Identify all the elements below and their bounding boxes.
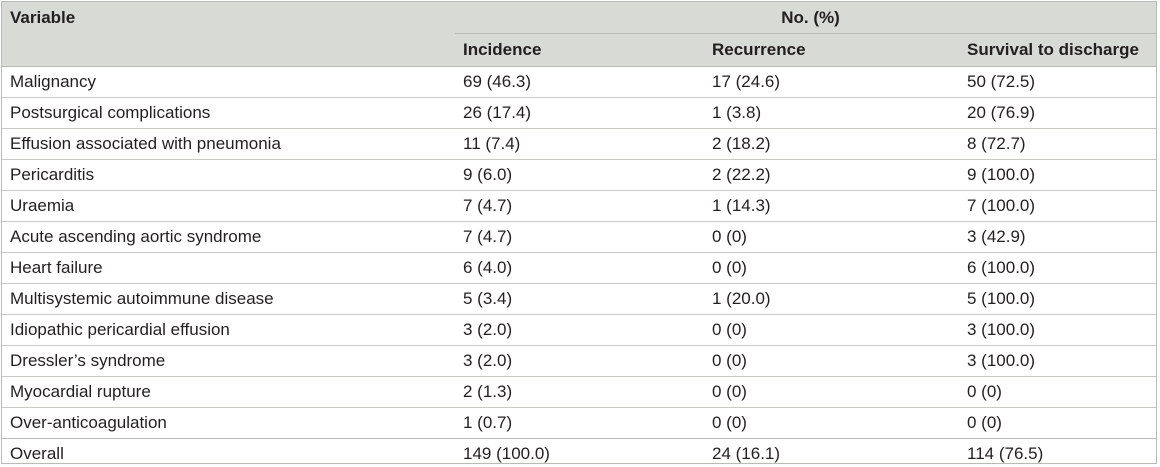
table-row: Pericarditis 9 (6.0) 2 (22.2) 9 (100.0): [2, 159, 1156, 191]
cell-recurrence: 0 (0): [704, 407, 959, 439]
cell-recurrence: 0 (0): [704, 314, 959, 346]
cell-survival: 20 (76.9): [959, 97, 1156, 129]
cell-variable: Over-anticoagulation: [2, 407, 455, 439]
cell-incidence: 9 (6.0): [455, 159, 704, 191]
cell-incidence: 7 (4.7): [455, 190, 704, 222]
table-row: Effusion associated with pneumonia 11 (7…: [2, 128, 1156, 160]
cell-recurrence: 0 (0): [704, 345, 959, 377]
cell-survival: 3 (42.9): [959, 221, 1156, 253]
table-row: Multisystemic autoimmune disease 5 (3.4)…: [2, 283, 1156, 315]
cell-variable: Heart failure: [2, 252, 455, 284]
table-row: Idiopathic pericardial effusion 3 (2.0) …: [2, 314, 1156, 346]
cell-variable: Postsurgical complications: [2, 97, 455, 129]
cell-variable: Overall: [2, 438, 455, 463]
cell-recurrence: 0 (0): [704, 252, 959, 284]
cell-incidence: 1 (0.7): [455, 407, 704, 439]
cell-incidence: 149 (100.0): [455, 438, 704, 463]
table-row: Acute ascending aortic syndrome 7 (4.7) …: [2, 221, 1156, 253]
table-row: Postsurgical complications 26 (17.4) 1 (…: [2, 97, 1156, 129]
table-row-overall: Overall 149 (100.0) 24 (16.1) 114 (76.5): [2, 438, 1156, 463]
cell-variable: Dressler’s syndrome: [2, 345, 455, 377]
cell-variable: Multisystemic autoimmune disease: [2, 283, 455, 315]
cell-incidence: 3 (2.0): [455, 314, 704, 346]
cell-incidence: 6 (4.0): [455, 252, 704, 284]
column-header-incidence: Incidence: [455, 33, 704, 67]
cell-incidence: 3 (2.0): [455, 345, 704, 377]
cell-incidence: 11 (7.4): [455, 128, 704, 160]
cell-survival: 0 (0): [959, 407, 1156, 439]
cell-survival: 6 (100.0): [959, 252, 1156, 284]
cell-variable: Acute ascending aortic syndrome: [2, 221, 455, 253]
cell-survival: 114 (76.5): [959, 438, 1156, 463]
cell-variable: Pericarditis: [2, 159, 455, 191]
cell-recurrence: 0 (0): [704, 376, 959, 408]
column-header-variable: Variable: [2, 2, 455, 67]
table-body: Malignancy 69 (46.3) 17 (24.6) 50 (72.5)…: [2, 66, 1156, 463]
cell-survival: 5 (100.0): [959, 283, 1156, 315]
cell-recurrence: 1 (14.3): [704, 190, 959, 222]
cell-variable: Malignancy: [2, 66, 455, 98]
cell-survival: 3 (100.0): [959, 314, 1156, 346]
cell-variable: Idiopathic pericardial effusion: [2, 314, 455, 346]
cell-recurrence: 24 (16.1): [704, 438, 959, 463]
table-header: Variable No. (%) Incidence Recurrence Su…: [2, 2, 1156, 67]
table-row: Heart failure 6 (4.0) 0 (0) 6 (100.0): [2, 252, 1156, 284]
cell-survival: 3 (100.0): [959, 345, 1156, 377]
cell-recurrence: 2 (18.2): [704, 128, 959, 160]
cell-variable: Myocardial rupture: [2, 376, 455, 408]
column-header-survival: Survival to discharge: [959, 33, 1156, 67]
table-row: Myocardial rupture 2 (1.3) 0 (0) 0 (0): [2, 376, 1156, 408]
cell-recurrence: 2 (22.2): [704, 159, 959, 191]
cell-survival: 50 (72.5): [959, 66, 1156, 98]
cell-recurrence: 1 (3.8): [704, 97, 959, 129]
table-row: Malignancy 69 (46.3) 17 (24.6) 50 (72.5): [2, 66, 1156, 98]
table-row: Uraemia 7 (4.7) 1 (14.3) 7 (100.0): [2, 190, 1156, 222]
cell-incidence: 2 (1.3): [455, 376, 704, 408]
cell-recurrence: 17 (24.6): [704, 66, 959, 98]
table-row: Over-anticoagulation 1 (0.7) 0 (0) 0 (0): [2, 407, 1156, 439]
cell-incidence: 5 (3.4): [455, 283, 704, 315]
cell-incidence: 69 (46.3): [455, 66, 704, 98]
cell-variable: Effusion associated with pneumonia: [2, 128, 455, 160]
cell-incidence: 7 (4.7): [455, 221, 704, 253]
cell-survival: 8 (72.7): [959, 128, 1156, 160]
cell-survival: 7 (100.0): [959, 190, 1156, 222]
cell-variable: Uraemia: [2, 190, 455, 222]
cell-survival: 0 (0): [959, 376, 1156, 408]
cell-recurrence: 1 (20.0): [704, 283, 959, 315]
table-row: Dressler’s syndrome 3 (2.0) 0 (0) 3 (100…: [2, 345, 1156, 377]
cell-survival: 9 (100.0): [959, 159, 1156, 191]
column-header-recurrence: Recurrence: [704, 33, 959, 67]
column-group-header: No. (%): [455, 2, 1156, 34]
cell-recurrence: 0 (0): [704, 221, 959, 253]
cell-incidence: 26 (17.4): [455, 97, 704, 129]
